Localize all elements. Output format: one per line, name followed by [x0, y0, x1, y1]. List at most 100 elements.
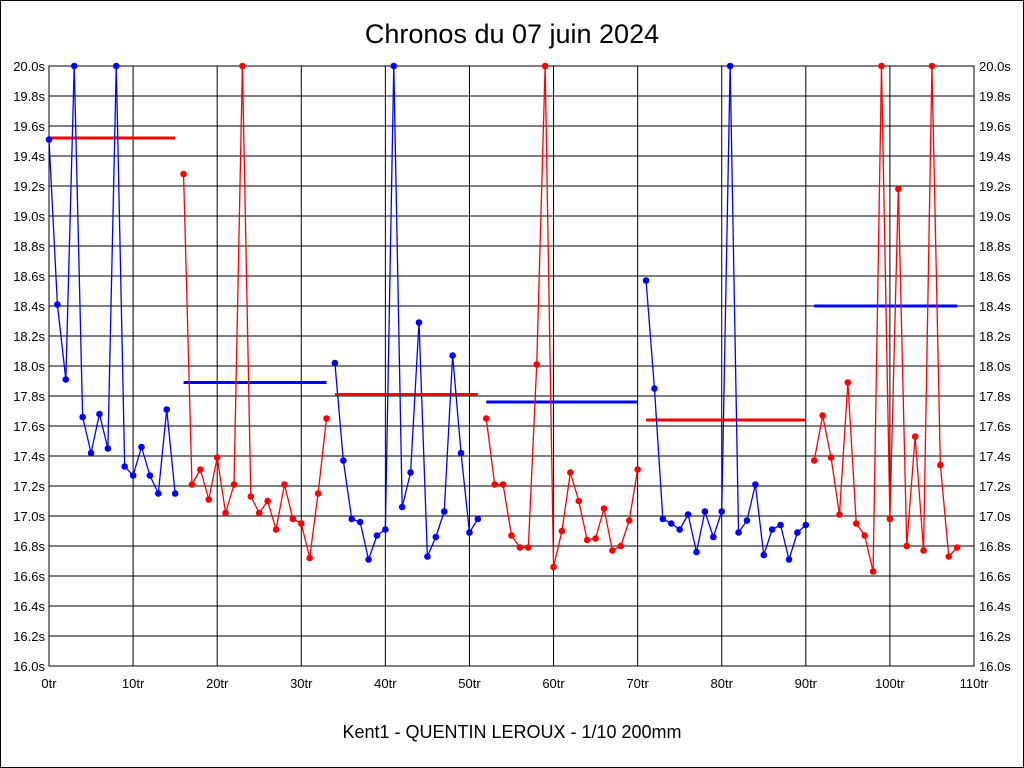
series-line-segment — [418, 322, 429, 557]
data-point-red — [297, 520, 305, 527]
data-point-red — [852, 520, 860, 527]
data-point-blue — [390, 62, 398, 70]
data-point-blue — [79, 413, 86, 421]
y-tick-label-left: 16.6s — [13, 569, 45, 584]
data-point-red — [289, 515, 297, 523]
data-point-red — [247, 493, 255, 500]
series-line-segment — [872, 65, 883, 572]
data-point-blue — [129, 472, 137, 479]
series-line-segment — [359, 521, 370, 560]
data-point-red — [525, 544, 532, 551]
y-tick-label-left: 19.2s — [13, 179, 45, 194]
series-line-segment — [695, 511, 706, 553]
y-tick-label-right: 19.6s — [979, 119, 1011, 134]
data-point-red — [516, 544, 524, 551]
series-line-segment — [283, 484, 294, 520]
y-tick-label-right: 17.2s — [979, 479, 1011, 494]
data-point-red — [869, 568, 877, 575]
data-point-blue — [449, 352, 456, 359]
data-point-red — [836, 511, 843, 518]
x-tick-label: 80tr — [711, 676, 734, 691]
y-tick-label-left: 18.2s — [13, 329, 45, 344]
series-line-segment — [401, 472, 412, 508]
series-line-segment — [594, 508, 605, 539]
data-point-red — [541, 62, 549, 70]
data-point-red — [861, 532, 868, 539]
x-tick-label: 30tr — [290, 676, 313, 691]
data-point-blue — [440, 508, 448, 515]
data-point-blue — [331, 359, 339, 367]
series-line-segment — [561, 472, 572, 532]
series-line-segment — [451, 355, 462, 454]
series-line-segment — [552, 530, 563, 568]
y-tick-label-left: 17.8s — [13, 389, 45, 404]
series-line-segment — [880, 65, 891, 520]
data-point-blue — [659, 515, 667, 523]
series-line-segment — [931, 65, 942, 466]
series-line-segment — [906, 436, 916, 547]
series-line-segment — [443, 355, 454, 512]
data-point-red — [558, 527, 566, 535]
data-point-red — [239, 62, 246, 70]
data-point-red — [609, 547, 616, 554]
data-point-blue — [96, 410, 103, 418]
series-line-segment — [620, 520, 630, 547]
data-point-blue — [87, 449, 95, 457]
data-point-blue — [373, 532, 381, 539]
series-line-segment — [182, 173, 193, 485]
data-point-blue — [457, 449, 465, 457]
y-tick-label-left: 17.2s — [13, 479, 45, 494]
series-line-segment — [721, 65, 731, 512]
series-line-segment — [82, 416, 92, 454]
y-tick-label-right: 17.6s — [979, 419, 1011, 434]
series-line-segment — [140, 446, 151, 476]
series-line-segment — [157, 409, 168, 494]
data-point-red — [205, 496, 213, 503]
y-tick-label-right: 19.8s — [979, 89, 1011, 104]
data-point-blue — [155, 490, 162, 497]
series-line-segment — [166, 409, 176, 494]
y-tick-label-right: 16.0s — [979, 659, 1011, 674]
data-point-blue — [802, 521, 810, 529]
data-point-red — [533, 361, 541, 368]
series-line-segment — [426, 536, 437, 557]
y-tick-label-left: 19.4s — [13, 149, 45, 164]
series-line-segment — [704, 511, 714, 538]
series-line-segment — [199, 469, 210, 500]
series-line-segment — [48, 139, 59, 305]
y-tick-label-left: 17.6s — [13, 419, 45, 434]
data-point-blue — [684, 511, 692, 518]
y-tick-label-right: 19.4s — [979, 149, 1011, 164]
series-line-segment — [653, 388, 664, 520]
series-line-segment — [233, 65, 244, 485]
data-point-red — [567, 469, 574, 476]
y-tick-label-left: 19.0s — [13, 209, 45, 224]
data-point-red — [617, 542, 625, 550]
series-line-segment — [317, 418, 328, 494]
series-line-segment — [754, 484, 765, 556]
y-tick-label-left: 18.6s — [13, 269, 45, 284]
data-point-blue — [752, 481, 759, 488]
data-point-red — [903, 542, 911, 550]
series-line-segment — [334, 362, 344, 461]
series-line-segment — [460, 452, 471, 533]
data-point-blue — [651, 385, 658, 392]
data-point-blue — [415, 319, 423, 326]
series-line-segment — [838, 382, 849, 515]
series-line-segment — [603, 508, 614, 551]
series-line-segment — [712, 511, 723, 538]
data-point-red — [222, 509, 229, 517]
data-point-red — [920, 547, 927, 554]
data-point-red — [625, 517, 633, 524]
data-point-red — [928, 62, 936, 70]
series-line-segment — [409, 322, 420, 473]
series-line-segment — [267, 500, 277, 530]
series-line-segment — [241, 65, 252, 497]
data-point-blue — [743, 517, 751, 524]
data-point-blue — [54, 301, 61, 308]
x-tick-label: 40tr — [374, 676, 397, 691]
data-point-red — [491, 481, 498, 488]
series-line-segment — [149, 475, 159, 494]
data-point-red — [575, 497, 583, 505]
